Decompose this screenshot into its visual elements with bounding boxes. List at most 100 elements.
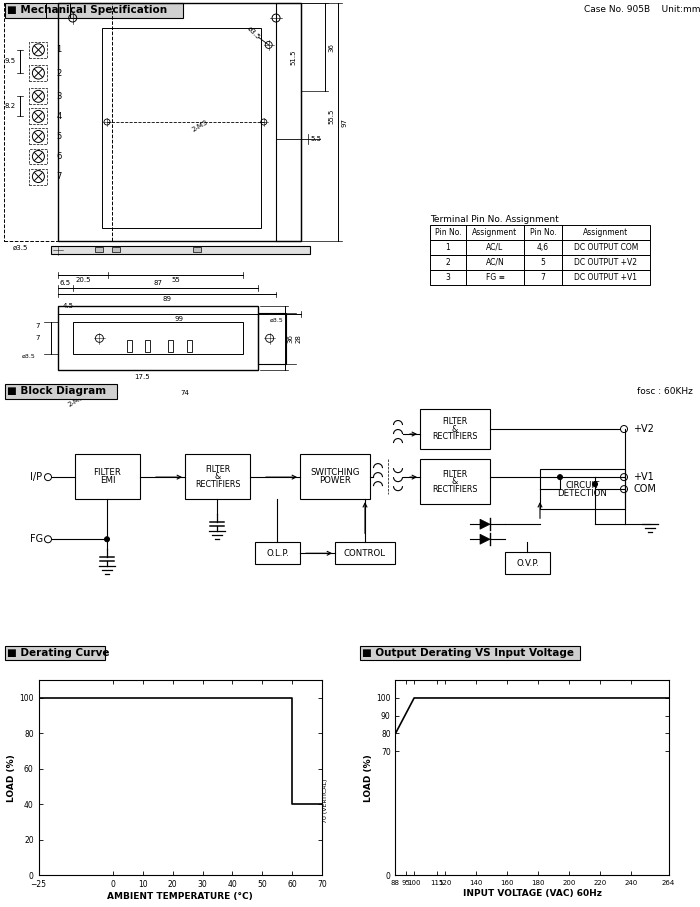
Bar	[73, 322, 243, 355]
Text: ø3.5: ø3.5	[270, 317, 284, 323]
Text: AC/N: AC/N	[486, 258, 505, 267]
Text: O.V.P.: O.V.P.	[516, 559, 539, 568]
Bar	[430, 239, 466, 255]
Text: FILTER: FILTER	[205, 464, 230, 473]
Circle shape	[592, 482, 598, 487]
Bar	[29, 149, 48, 164]
Bar	[430, 255, 466, 269]
Text: Assignment: Assignment	[583, 228, 629, 237]
Text: 2: 2	[446, 258, 450, 267]
Bar	[5, 3, 183, 18]
Text: FILTER: FILTER	[94, 468, 121, 477]
Bar	[46, 4, 70, 18]
Bar	[524, 269, 562, 285]
Text: 4.5: 4.5	[63, 304, 74, 309]
Bar	[276, 4, 300, 240]
Text: 70 (VERTICAL): 70 (VERTICAL)	[323, 778, 328, 823]
Text: 6: 6	[57, 152, 62, 161]
Text: Pin No.: Pin No.	[530, 228, 556, 237]
Bar	[335, 542, 395, 564]
Text: 6.5: 6.5	[60, 280, 71, 286]
Text: 55.5: 55.5	[328, 108, 334, 123]
Text: Case No. 905B    Unit:mm: Case No. 905B Unit:mm	[584, 5, 700, 15]
Text: 51.5: 51.5	[290, 49, 296, 65]
Circle shape	[557, 474, 563, 480]
Text: FG ≡: FG ≡	[486, 273, 505, 281]
Text: 87: 87	[153, 280, 162, 286]
Polygon shape	[480, 519, 490, 529]
Bar	[255, 542, 300, 564]
Bar	[193, 247, 201, 251]
Text: 2-M3: 2-M3	[67, 394, 85, 408]
Text: 5: 5	[540, 258, 545, 267]
Text: 2-M3: 2-M3	[191, 119, 209, 132]
X-axis label: INPUT VOLTAGE (VAC) 60Hz: INPUT VOLTAGE (VAC) 60Hz	[463, 889, 601, 898]
Bar	[29, 42, 48, 58]
Y-axis label: LOAD (%): LOAD (%)	[365, 754, 373, 802]
Text: ø3.5: ø3.5	[13, 245, 29, 251]
Bar	[505, 552, 550, 574]
Bar	[466, 255, 524, 269]
Text: Terminal Pin No. Assignment: Terminal Pin No. Assignment	[430, 215, 559, 224]
Bar	[420, 459, 490, 504]
Text: 74: 74	[180, 390, 189, 395]
Text: 89: 89	[162, 297, 172, 303]
Bar	[4, 4, 112, 240]
Bar	[562, 225, 650, 239]
Bar	[562, 239, 650, 255]
Text: O.L.P.: O.L.P.	[266, 549, 289, 558]
Text: FILTER: FILTER	[442, 470, 468, 479]
Bar	[524, 239, 562, 255]
Text: RECTIFIERS: RECTIFIERS	[195, 480, 240, 489]
Bar	[466, 225, 524, 239]
Bar	[5, 646, 105, 659]
Bar	[5, 384, 117, 399]
Text: COM: COM	[633, 484, 656, 494]
Polygon shape	[480, 534, 490, 544]
Text: CIRCUIT: CIRCUIT	[566, 481, 600, 490]
Text: 7: 7	[57, 172, 62, 181]
Bar	[29, 109, 48, 124]
Text: &: &	[452, 477, 458, 486]
Bar	[300, 454, 370, 499]
Bar	[75, 454, 140, 499]
Bar	[112, 247, 120, 251]
Bar	[50, 246, 310, 254]
Text: +V2: +V2	[633, 424, 654, 434]
X-axis label: AMBIENT TEMPERATURE (°C): AMBIENT TEMPERATURE (°C)	[107, 892, 253, 901]
Bar	[169, 340, 174, 352]
Text: 20.5: 20.5	[76, 277, 91, 283]
Bar	[146, 340, 150, 352]
Text: &: &	[452, 424, 458, 434]
Text: 5: 5	[57, 132, 62, 141]
Text: AC/L: AC/L	[486, 243, 503, 251]
Text: 17.5: 17.5	[134, 375, 150, 380]
Text: 1: 1	[446, 243, 450, 251]
Text: POWER: POWER	[319, 476, 351, 485]
Text: 36: 36	[328, 43, 334, 52]
Bar	[185, 454, 250, 499]
Bar	[29, 88, 48, 104]
Text: 3: 3	[57, 92, 62, 101]
Text: fosc : 60KHz: fosc : 60KHz	[637, 387, 693, 396]
Bar	[127, 340, 132, 352]
Text: 8.2: 8.2	[4, 103, 15, 110]
Bar	[360, 646, 580, 659]
Bar	[187, 340, 192, 352]
Text: RECTIFIERS: RECTIFIERS	[433, 484, 477, 493]
Text: 7: 7	[540, 273, 545, 281]
Text: CONTROL: CONTROL	[344, 549, 386, 558]
Bar	[524, 225, 562, 239]
Text: 7: 7	[35, 324, 40, 329]
Bar	[524, 255, 562, 269]
Text: 18: 18	[80, 390, 90, 395]
Bar	[562, 255, 650, 269]
Bar	[466, 269, 524, 285]
Text: Assignment: Assignment	[473, 228, 517, 237]
Text: 4,6: 4,6	[537, 243, 549, 251]
Text: ■ Block Diagram: ■ Block Diagram	[7, 386, 106, 396]
Text: 55: 55	[172, 277, 180, 283]
Text: RECTIFIERS: RECTIFIERS	[433, 432, 477, 441]
Bar	[58, 307, 258, 370]
Bar	[29, 169, 48, 184]
